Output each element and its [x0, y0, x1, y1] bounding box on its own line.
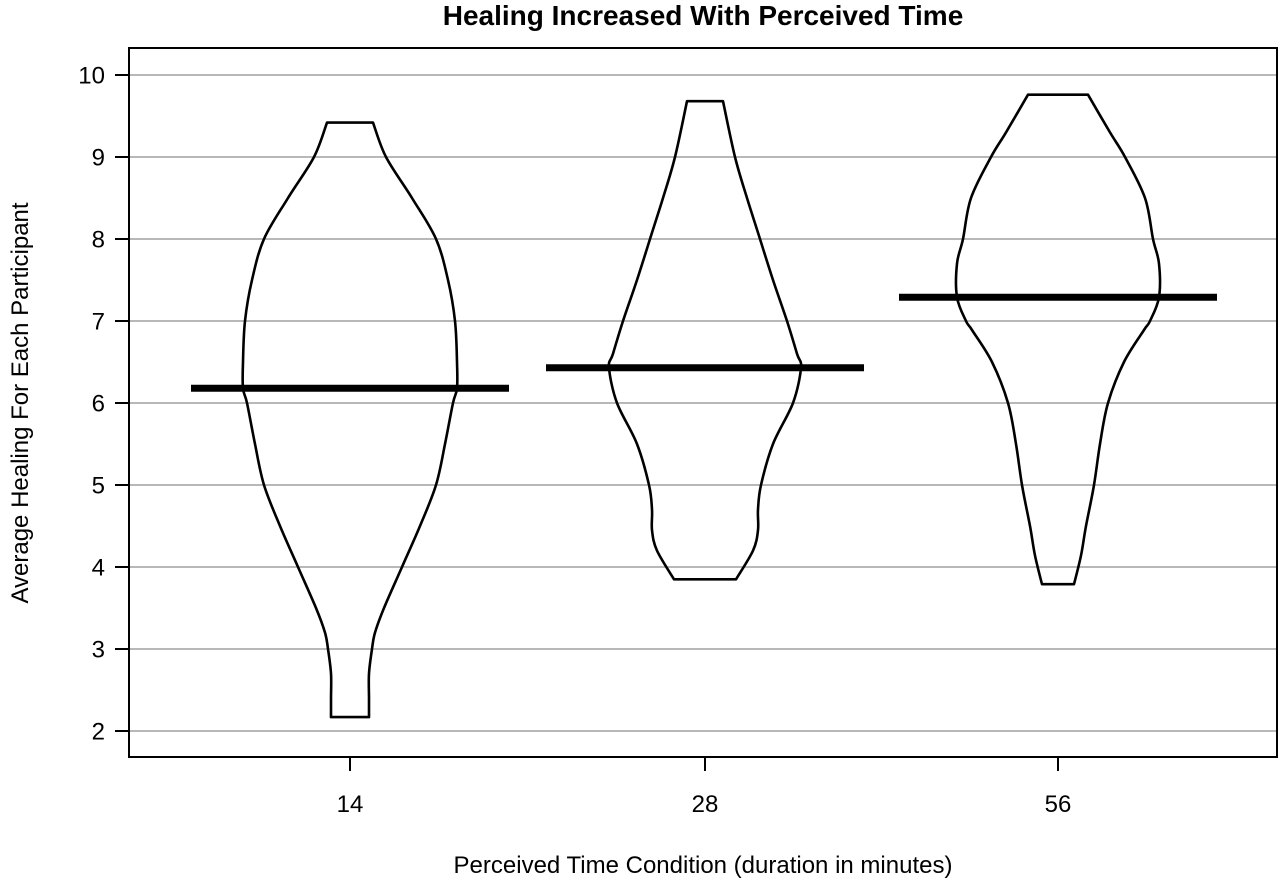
violin-outline-14 — [241, 121, 459, 719]
x-axis-title: Perceived Time Condition (duration in mi… — [454, 852, 953, 879]
mean-line-layer — [191, 293, 1217, 392]
y-axis-title: Average Healing For Each Participant — [7, 202, 34, 603]
x-tick-label-28: 28 — [692, 791, 719, 818]
violin-layer — [241, 93, 1162, 719]
y-tick-label-2: 2 — [92, 718, 105, 745]
y-tick-label-6: 6 — [92, 390, 105, 417]
y-tick-label-10: 10 — [78, 62, 105, 89]
x-tick-label-56: 56 — [1045, 791, 1072, 818]
y-tick-label-9: 9 — [92, 144, 105, 171]
chart-title: Healing Increased With Perceived Time — [443, 0, 964, 31]
y-tick-label-7: 7 — [92, 308, 105, 335]
y-tick-label-3: 3 — [92, 636, 105, 663]
y-tick-label-8: 8 — [92, 226, 105, 253]
y-tick-label-4: 4 — [92, 554, 105, 581]
violin-outline-28 — [607, 99, 803, 581]
x-tick-label-14: 14 — [337, 791, 364, 818]
violin-outline-56 — [954, 93, 1162, 586]
y-tick-label-5: 5 — [92, 472, 105, 499]
grid-layer — [129, 74, 1277, 732]
